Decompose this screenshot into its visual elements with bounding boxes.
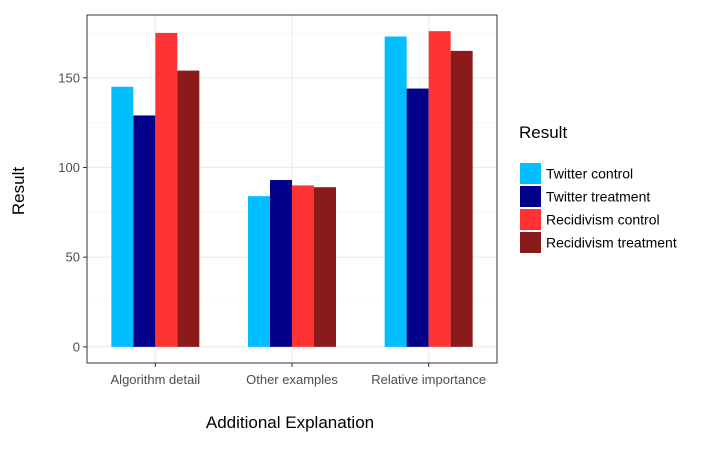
bar bbox=[406, 88, 429, 347]
bar bbox=[450, 50, 473, 347]
legend-label: Twitter control bbox=[546, 166, 633, 182]
y-tick-label: 100 bbox=[58, 160, 80, 175]
bar bbox=[248, 196, 270, 347]
bar bbox=[155, 32, 178, 347]
y-tick-label: 150 bbox=[58, 70, 80, 85]
y-tick-label: 0 bbox=[73, 339, 80, 354]
bar bbox=[384, 36, 407, 347]
bar bbox=[270, 180, 292, 347]
legend-title: Result bbox=[519, 123, 567, 142]
x-tick-label: Algorithm detail bbox=[111, 372, 201, 387]
y-axis-ticks: 0 50 100 150 bbox=[58, 70, 87, 354]
legend-key bbox=[520, 209, 541, 230]
legend-key bbox=[520, 163, 541, 184]
y-tick-label: 50 bbox=[66, 250, 80, 265]
bar bbox=[428, 31, 451, 347]
bar bbox=[177, 70, 200, 347]
legend-label: Recidivism control bbox=[546, 212, 660, 228]
bar bbox=[111, 86, 134, 347]
x-tick-label: Other examples bbox=[246, 372, 338, 387]
bar bbox=[133, 115, 156, 347]
legend-label: Recidivism treatment bbox=[546, 235, 677, 251]
legend-label: Twitter treatment bbox=[546, 189, 650, 205]
x-tick-label: Relative importance bbox=[371, 372, 486, 387]
legend-key bbox=[520, 232, 541, 253]
legend: Result Twitter control Twitter treatment R… bbox=[519, 123, 677, 253]
y-axis-title: Result bbox=[9, 167, 28, 215]
x-axis-title: Additional Explanation bbox=[206, 413, 374, 432]
bars bbox=[111, 31, 473, 347]
bar bbox=[314, 187, 336, 347]
x-axis-ticks: Algorithm detail Other examples Relative i… bbox=[111, 363, 486, 387]
bar bbox=[292, 185, 314, 347]
legend-key bbox=[520, 186, 541, 207]
